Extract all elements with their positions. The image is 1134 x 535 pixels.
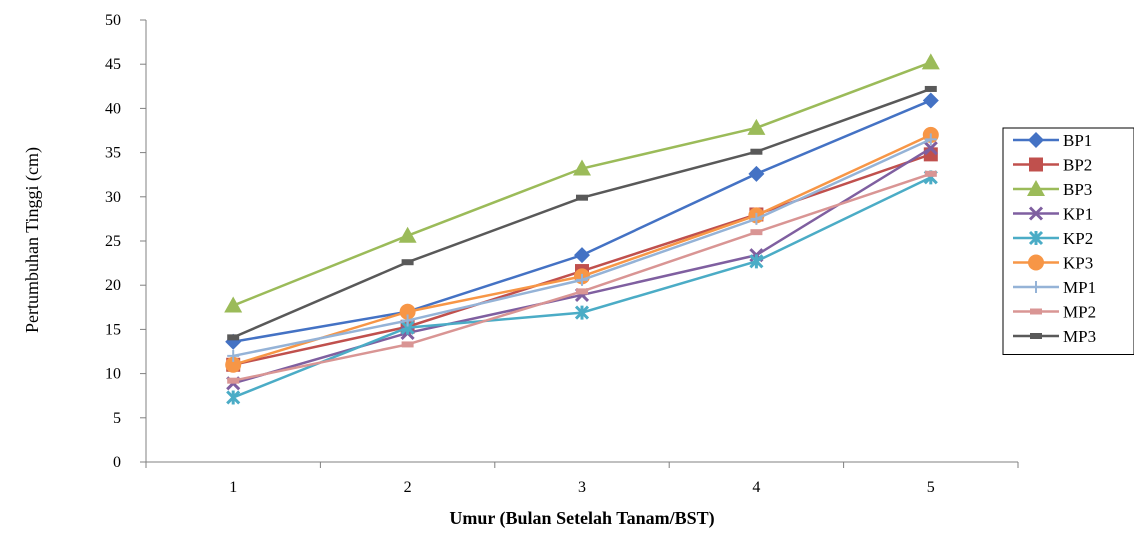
y-tick-label: 10	[105, 366, 121, 383]
data-point	[749, 254, 764, 269]
series-mp3	[227, 85, 937, 341]
legend-item: BP3	[1013, 180, 1092, 199]
legend-marker	[1028, 254, 1044, 271]
data-point	[922, 92, 939, 109]
data-point	[401, 314, 414, 327]
legend-label: MP2	[1063, 303, 1096, 322]
y-tick-label: 20	[105, 277, 121, 294]
y-tick-label: 50	[105, 12, 121, 29]
x-axis-title: Umur (Bulan Setelah Tanam/BST)	[449, 508, 714, 529]
data-point	[225, 356, 242, 373]
y-tick-label: 40	[105, 100, 121, 117]
data-point	[747, 118, 766, 135]
data-point	[574, 305, 590, 320]
data-point	[574, 247, 590, 264]
data-point	[921, 53, 940, 70]
data-point	[924, 170, 937, 177]
y-tick-label: 35	[105, 145, 121, 162]
legend-item: MP2	[1013, 303, 1096, 322]
legend-item: KP2	[1013, 229, 1093, 248]
legend-item: KP3	[1013, 254, 1093, 273]
series-line	[232, 176, 932, 399]
legend-marker	[1030, 333, 1042, 339]
series-layer	[224, 53, 940, 405]
legend-marker	[1030, 281, 1042, 293]
legend-marker	[1028, 206, 1044, 221]
series-line	[232, 99, 932, 344]
legend: BP1 BP2 BP3 KP1 KP2 KP3 MP1 MP2 MP3	[1002, 127, 1134, 355]
y-tick-label: 30	[105, 189, 121, 206]
legend-label: KP2	[1063, 229, 1093, 248]
data-point	[398, 226, 417, 243]
legend-marker	[1028, 132, 1044, 148]
legend-label: BP1	[1063, 131, 1092, 150]
data-point	[227, 334, 240, 341]
data-point	[401, 259, 414, 266]
data-point	[573, 159, 591, 176]
data-point	[924, 85, 937, 92]
x-tick-label: 2	[404, 479, 412, 496]
y-tick-label: 0	[113, 454, 121, 471]
data-point	[750, 148, 763, 155]
data-point	[750, 229, 763, 236]
y-tick-label: 25	[105, 233, 121, 250]
legend-label: KP1	[1063, 205, 1093, 224]
x-tick-label: 3	[578, 479, 586, 496]
legend-item: BP1	[1013, 131, 1092, 150]
legend-label: BP2	[1063, 156, 1092, 175]
x-tick-label: 4	[752, 479, 760, 496]
data-point	[399, 303, 416, 320]
y-axis-title: Pertumbuhan Tinggi (cm)	[22, 147, 43, 333]
series-kp2	[226, 170, 938, 405]
y-tick-label: 5	[113, 410, 121, 427]
legend-label: BP3	[1063, 180, 1092, 199]
data-point	[227, 349, 240, 362]
series-mp1	[227, 133, 937, 362]
legend-marker	[1030, 308, 1042, 315]
data-point	[576, 194, 588, 201]
series-mp2	[227, 170, 937, 384]
legend-item: KP1	[1013, 205, 1093, 224]
data-point	[224, 296, 243, 313]
legend-marker	[1027, 180, 1045, 196]
data-point	[576, 288, 588, 295]
data-point	[227, 377, 240, 384]
x-tick-label: 1	[229, 479, 237, 496]
series-bp3	[224, 53, 940, 313]
legend-item: BP2	[1013, 156, 1092, 175]
legend-label: KP3	[1063, 254, 1093, 273]
data-point	[226, 390, 241, 405]
legend-item: MP3	[1013, 327, 1096, 346]
data-point	[750, 212, 763, 225]
x-tick-label: 5	[927, 479, 935, 496]
legend-marker	[1028, 230, 1044, 246]
legend-label: MP3	[1063, 327, 1096, 346]
legend-label: MP1	[1063, 278, 1096, 297]
legend-item: MP1	[1013, 278, 1096, 297]
y-tick-label: 45	[105, 56, 121, 73]
y-tick-label: 15	[105, 321, 121, 338]
data-point	[576, 273, 588, 286]
data-point	[924, 133, 937, 146]
legend-marker	[1029, 157, 1043, 172]
data-point	[923, 141, 938, 156]
x-axis: 1 2 3 4 5	[145, 461, 1019, 496]
y-axis: 0 5 10 15 20 25 30 35 40 45 50	[105, 12, 147, 471]
data-point	[748, 165, 765, 182]
data-point	[401, 341, 414, 348]
